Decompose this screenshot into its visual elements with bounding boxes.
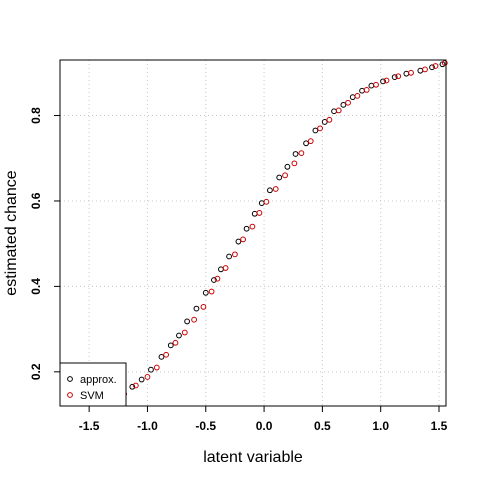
point-approx bbox=[251, 210, 258, 217]
point-svm bbox=[422, 66, 428, 73]
y-tick-label: 0.4 bbox=[29, 278, 43, 295]
point-approx bbox=[211, 277, 217, 283]
y-tick-label: 0.8 bbox=[29, 107, 43, 124]
point-svm bbox=[432, 63, 439, 69]
y-tick-label: 0.2 bbox=[29, 363, 43, 380]
point-approx bbox=[349, 94, 356, 101]
point-svm bbox=[249, 223, 256, 230]
point-svm bbox=[163, 351, 170, 358]
legend-marker-svm bbox=[67, 392, 73, 398]
point-approx bbox=[303, 140, 309, 147]
point-svm bbox=[383, 77, 390, 84]
point-approx bbox=[226, 253, 232, 260]
x-tick-label: 1.0 bbox=[372, 419, 389, 433]
point-approx bbox=[276, 174, 283, 181]
point-approx bbox=[235, 238, 242, 245]
point-approx bbox=[403, 70, 410, 77]
y-axis: 0.2 0.4 0.6 0.8 bbox=[29, 107, 60, 380]
point-approx bbox=[380, 78, 386, 85]
point-approx bbox=[312, 127, 319, 134]
y-axis-label: estimated chance bbox=[3, 170, 20, 296]
legend-label-svm: SVM bbox=[80, 390, 104, 402]
point-approx bbox=[292, 151, 299, 157]
point-svm bbox=[326, 116, 333, 123]
point-approx bbox=[321, 119, 328, 125]
point-approx bbox=[148, 366, 154, 373]
point-approx bbox=[359, 87, 365, 94]
point-approx bbox=[331, 108, 337, 115]
point-svm bbox=[172, 339, 179, 346]
point-svm bbox=[200, 304, 207, 310]
x-tick-label: 1.5 bbox=[431, 419, 448, 433]
point-approx bbox=[158, 353, 165, 360]
grid bbox=[60, 60, 446, 406]
point-approx bbox=[202, 289, 209, 296]
point-approx bbox=[258, 200, 265, 207]
point-svm bbox=[153, 364, 160, 371]
point-svm bbox=[282, 172, 288, 179]
point-svm bbox=[214, 275, 221, 282]
point-svm bbox=[144, 374, 151, 380]
x-tick-label: 0.5 bbox=[314, 419, 331, 433]
point-svm bbox=[181, 329, 188, 336]
point-svm bbox=[408, 69, 414, 76]
x-tick-label: -0.5 bbox=[195, 419, 216, 433]
x-tick-label: -1.0 bbox=[137, 419, 158, 433]
point-svm bbox=[307, 138, 314, 145]
point-approx bbox=[218, 266, 224, 273]
point-approx bbox=[184, 318, 191, 325]
x-tick-label: 0.0 bbox=[256, 419, 273, 433]
point-svm bbox=[373, 81, 379, 88]
point-svm bbox=[240, 236, 246, 243]
point-approx bbox=[429, 64, 435, 71]
point-svm bbox=[317, 125, 323, 132]
point-svm bbox=[191, 316, 198, 323]
point-approx bbox=[167, 342, 174, 349]
point-approx bbox=[284, 163, 291, 170]
x-axis-label: latent variable bbox=[203, 449, 303, 466]
point-approx bbox=[243, 225, 250, 232]
point-approx bbox=[193, 305, 200, 312]
legend-box bbox=[59, 362, 127, 407]
point-approx bbox=[368, 82, 375, 89]
point-svm bbox=[335, 107, 342, 114]
point-svm bbox=[232, 251, 238, 258]
y-tick-label: 0.6 bbox=[29, 192, 43, 209]
point-svm bbox=[222, 265, 229, 271]
legend: approx. SVM bbox=[59, 362, 127, 407]
point-svm bbox=[208, 288, 215, 295]
point-approx bbox=[138, 376, 145, 383]
point-svm bbox=[298, 150, 305, 157]
plot-frame bbox=[59, 59, 447, 407]
point-approx bbox=[267, 187, 273, 194]
point-svm bbox=[291, 160, 298, 167]
point-approx bbox=[391, 74, 398, 80]
point-approx bbox=[340, 101, 347, 108]
point-svm bbox=[345, 99, 351, 106]
x-axis: -1.5 -1.0 -0.5 0.0 0.5 1.0 1.5 bbox=[79, 406, 448, 433]
point-approx bbox=[129, 383, 136, 390]
data-points bbox=[120, 60, 448, 399]
legend-label-approx: approx. bbox=[80, 374, 117, 386]
x-tick-label: -1.5 bbox=[79, 419, 100, 433]
point-svm bbox=[256, 210, 263, 216]
point-svm bbox=[354, 92, 361, 99]
point-svm bbox=[132, 382, 139, 389]
point-svm bbox=[395, 73, 402, 80]
point-svm bbox=[263, 198, 270, 205]
point-svm bbox=[363, 87, 370, 93]
point-svm bbox=[272, 186, 279, 192]
point-svm bbox=[441, 60, 448, 66]
point-approx bbox=[417, 67, 424, 74]
point-approx bbox=[176, 332, 182, 339]
legend-marker-approx bbox=[67, 376, 73, 382]
